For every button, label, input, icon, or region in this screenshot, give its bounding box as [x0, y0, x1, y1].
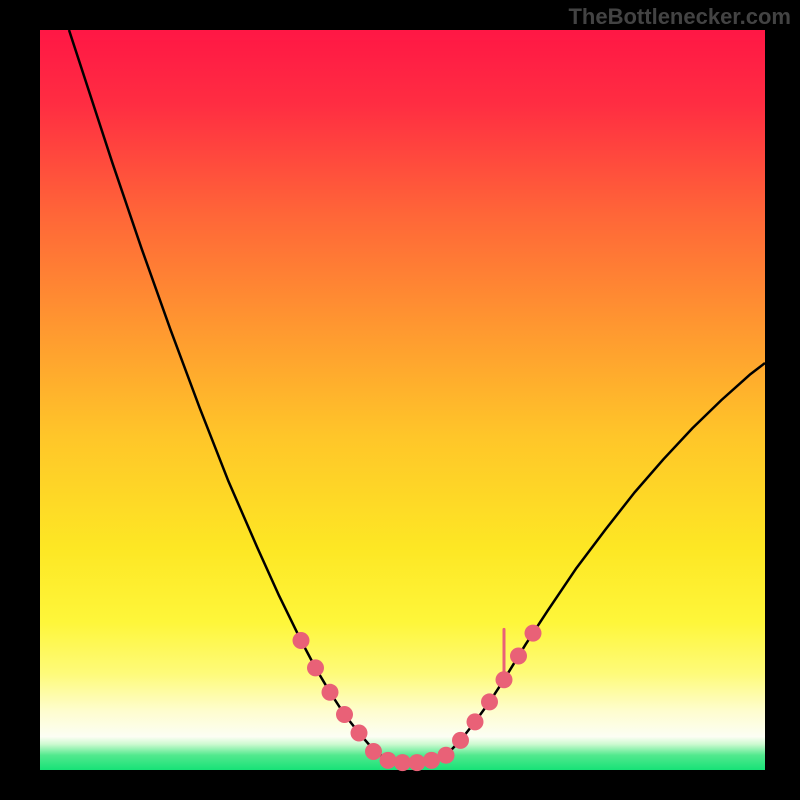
plot-background [40, 30, 765, 770]
data-marker [496, 671, 513, 688]
data-marker [452, 732, 469, 749]
data-marker [510, 648, 527, 665]
data-marker [365, 743, 382, 760]
data-marker [351, 725, 368, 742]
data-marker [322, 684, 339, 701]
data-marker [409, 754, 426, 771]
data-marker [293, 632, 310, 649]
data-marker [481, 693, 498, 710]
data-marker [438, 747, 455, 764]
data-marker [380, 752, 397, 769]
data-marker [307, 659, 324, 676]
watermark-text: TheBottlenecker.com [568, 4, 791, 30]
data-marker [336, 706, 353, 723]
data-marker [394, 754, 411, 771]
data-marker [467, 713, 484, 730]
data-marker [423, 752, 440, 769]
data-marker [525, 625, 542, 642]
